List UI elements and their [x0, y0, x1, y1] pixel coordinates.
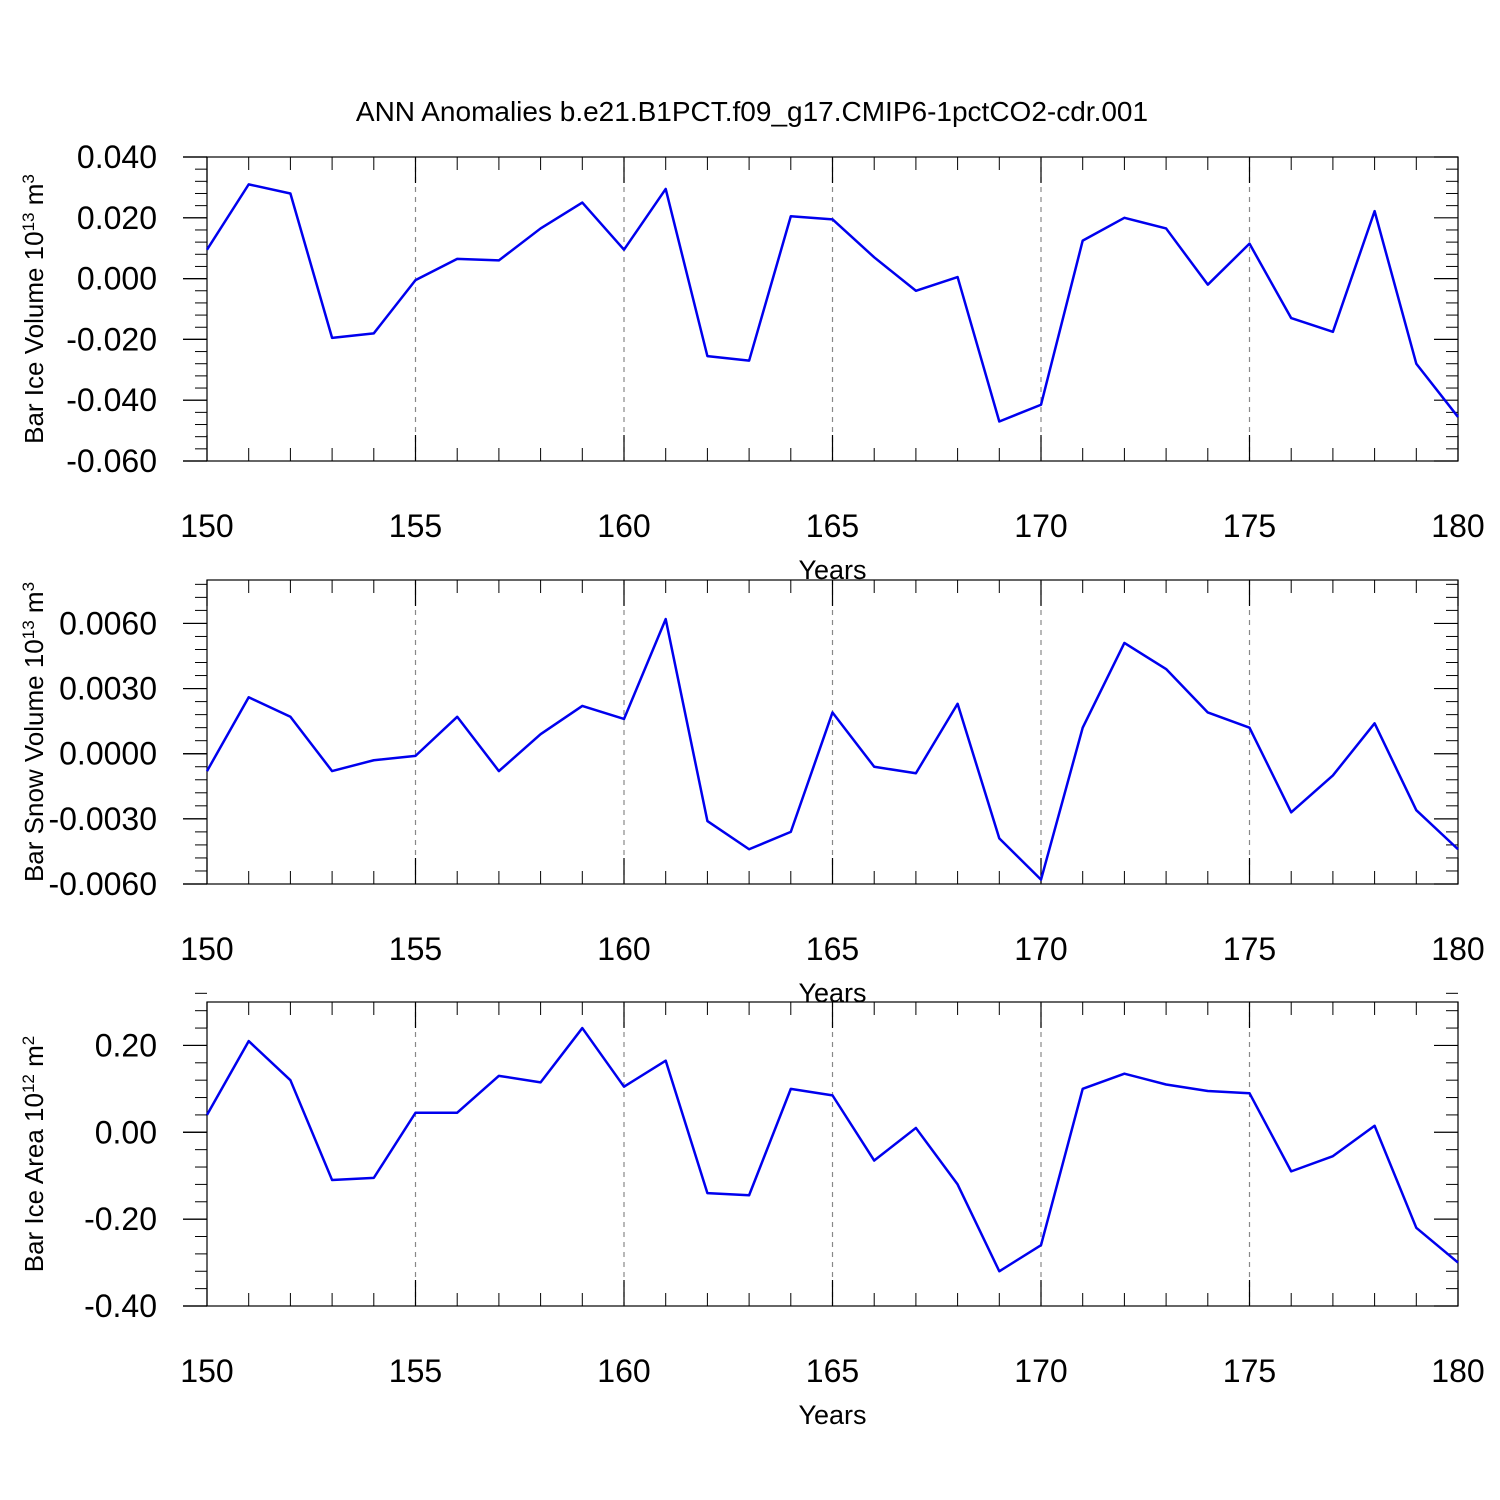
y-tick-label: 0.20: [95, 1027, 157, 1063]
y-tick-label: -0.40: [84, 1288, 157, 1324]
x-tick-label: 175: [1223, 1353, 1276, 1389]
x-axis-label: Years: [798, 1400, 866, 1430]
panel-3: 150 155 160 165 170 175 180 -0.40 -0.20 0.00 0.20 Y…: [19, 992, 1485, 1430]
x-tick-label: 175: [1223, 508, 1276, 544]
x-tick-label: 180: [1431, 1353, 1484, 1389]
y-tick-label: 0.020: [77, 200, 157, 236]
panel-2: 150 155 160 165 170 175 180 -0.0060 -0.0030 0.000…: [19, 579, 1485, 1008]
y-axis-label: Bar Ice Volume 1013 m3: [19, 174, 50, 444]
x-tick-label: 165: [806, 508, 859, 544]
y-tick-label: -0.040: [66, 382, 157, 418]
y-tick-label: 0.0000: [59, 736, 157, 772]
y-tick-label: 0.0060: [59, 605, 157, 641]
y-tick-label: -0.0060: [48, 866, 157, 902]
y-tick-label: -0.020: [66, 321, 157, 357]
x-tick-label: 160: [597, 508, 650, 544]
panels: 150 155 160 165 170 175 180 -0.060 -0.040 -0.020 0…: [19, 139, 1485, 1430]
y-tick-label: 0.040: [77, 139, 157, 175]
x-tick-label: 150: [180, 508, 233, 544]
y-tick-label: 0.00: [95, 1114, 157, 1150]
y-axis-label: Bar Snow Volume 1013 m3: [19, 582, 50, 882]
x-tick-label: 170: [1014, 931, 1067, 967]
x-tick-label: 170: [1014, 508, 1067, 544]
x-tick-label: 150: [180, 931, 233, 967]
x-tick-label: 155: [389, 508, 442, 544]
x-tick-label: 170: [1014, 1353, 1067, 1389]
x-tick-label: 160: [597, 931, 650, 967]
x-tick-label: 150: [180, 1353, 233, 1389]
y-tick-label: -0.060: [66, 443, 157, 479]
figure-title: ANN Anomalies b.e21.B1PCT.f09_g17.CMIP6-…: [356, 96, 1148, 127]
series-line: [205, 183, 1459, 423]
y-tick-label: -0.0030: [48, 801, 157, 837]
y-tick-label: 0.000: [77, 261, 157, 297]
y-axis-label: Bar Ice Area 1012 m2: [19, 1036, 50, 1273]
x-tick-label: 160: [597, 1353, 650, 1389]
x-tick-label: 175: [1223, 931, 1276, 967]
x-tick-label: 180: [1431, 931, 1484, 967]
x-tick-label: 180: [1431, 508, 1484, 544]
x-tick-label: 165: [806, 931, 859, 967]
x-tick-label: 165: [806, 1353, 859, 1389]
y-tick-label: 0.0030: [59, 671, 157, 707]
panel-1: 150 155 160 165 170 175 180 -0.060 -0.040 -0.020 0…: [19, 139, 1485, 585]
x-tick-label: 155: [389, 931, 442, 967]
x-tick-label: 155: [389, 1353, 442, 1389]
y-tick-label: -0.20: [84, 1201, 157, 1237]
